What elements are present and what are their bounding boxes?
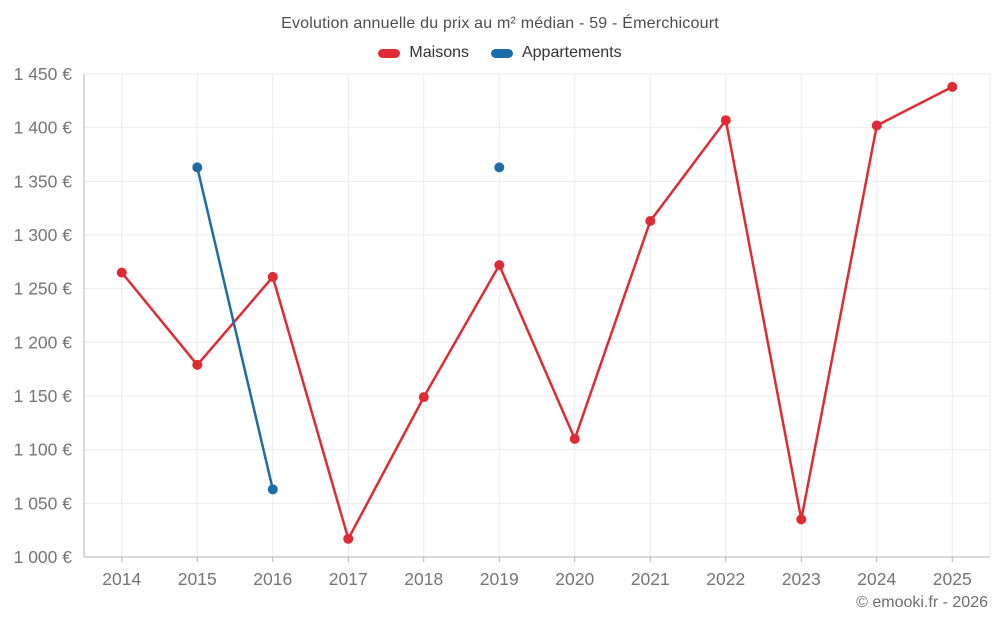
chart-title: Evolution annuelle du prix au m² médian … xyxy=(281,15,719,32)
y-tick-label: 1 450 € xyxy=(14,64,73,84)
data-point-maisons-2020[interactable] xyxy=(569,433,580,444)
data-point-maisons-2014[interactable] xyxy=(116,267,127,278)
copyright-watermark: © emooki.fr - 2026 xyxy=(856,594,988,611)
maisons-legend-swatch-icon xyxy=(378,48,401,58)
chart-legend: Maisons Appartements xyxy=(0,44,1000,62)
y-tick-label: 1 200 € xyxy=(14,332,73,352)
legend-label-maisons: Maisons xyxy=(409,44,469,61)
appartements-legend-swatch-icon xyxy=(490,48,513,58)
data-point-maisons-2018[interactable] xyxy=(418,392,429,403)
x-tick-label: 2014 xyxy=(102,569,141,589)
x-tick-label: 2018 xyxy=(404,569,443,589)
data-point-maisons-2022[interactable] xyxy=(720,115,731,126)
y-tick-label: 1 100 € xyxy=(14,440,73,460)
data-point-maisons-2019[interactable] xyxy=(494,260,505,271)
legend-item-appartements[interactable]: Appartements xyxy=(490,44,622,62)
data-point-appartements-2016[interactable] xyxy=(267,484,278,495)
x-tick-label: 2017 xyxy=(329,569,368,589)
y-tick-label: 1 300 € xyxy=(14,225,73,245)
legend-item-maisons[interactable]: Maisons xyxy=(378,44,469,62)
y-tick-label: 1 400 € xyxy=(14,118,73,138)
x-tick-label: 2020 xyxy=(555,569,594,589)
data-point-maisons-2016[interactable] xyxy=(267,271,278,282)
x-tick-label: 2019 xyxy=(480,569,519,589)
x-tick-label: 2022 xyxy=(706,569,745,589)
x-tick-label: 2016 xyxy=(253,569,292,589)
data-point-maisons-2024[interactable] xyxy=(871,120,882,131)
data-point-maisons-2023[interactable] xyxy=(796,514,807,525)
data-point-maisons-2025[interactable] xyxy=(947,81,958,92)
data-point-maisons-2015[interactable] xyxy=(192,359,203,370)
x-tick-label: 2024 xyxy=(857,569,896,589)
y-tick-label: 1 350 € xyxy=(14,171,73,191)
series-line-maisons xyxy=(120,85,954,541)
x-tick-label: 2025 xyxy=(933,569,972,589)
y-tick-label: 1 250 € xyxy=(14,279,73,299)
x-tick-label: 2023 xyxy=(782,569,821,589)
y-tick-label: 1 150 € xyxy=(14,386,73,406)
legend-label-appartements: Appartements xyxy=(521,44,622,61)
y-tick-label: 1 000 € xyxy=(14,547,73,567)
y-tick-label: 1 050 € xyxy=(14,493,73,513)
data-point-maisons-2021[interactable] xyxy=(645,216,656,226)
data-point-appartements-2015[interactable] xyxy=(192,162,203,173)
x-tick-label: 2015 xyxy=(178,569,217,589)
data-point-appartements-2019[interactable] xyxy=(494,162,505,173)
x-tick-label: 2021 xyxy=(631,569,670,589)
data-point-maisons-2017[interactable] xyxy=(343,533,354,544)
